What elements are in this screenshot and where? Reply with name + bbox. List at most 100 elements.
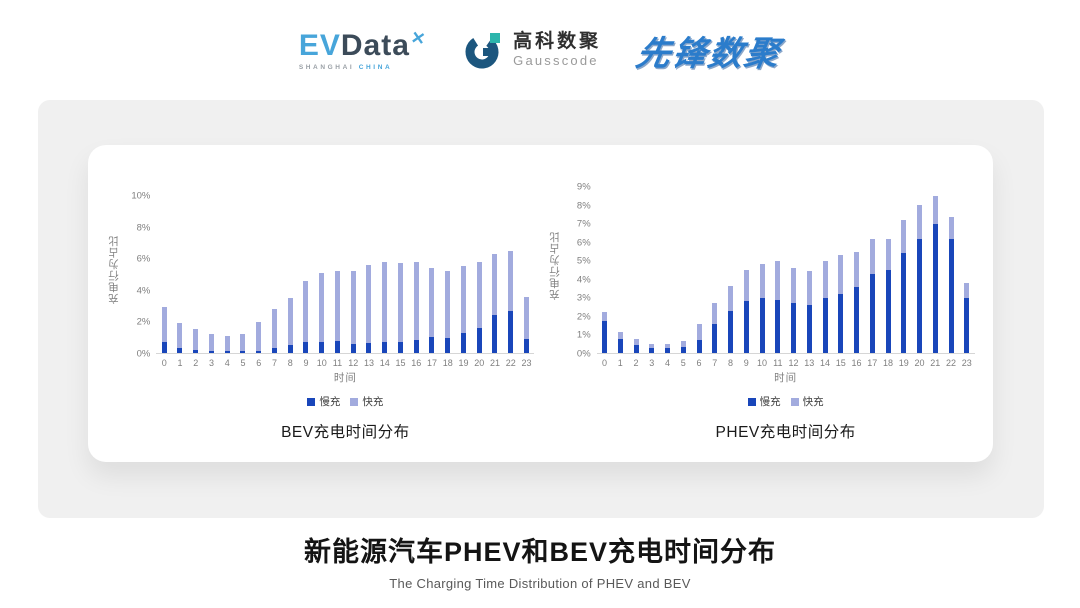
stacked-bar — [523, 196, 529, 353]
bar-segment-slow — [696, 340, 702, 353]
xianfeng-logo: 先锋数聚 — [633, 26, 784, 75]
x-tick-14: 14 — [379, 358, 390, 368]
stacked-bar — [885, 187, 891, 353]
y-axis-ticks: 0% 2% 4% 6% 8% 10% — [122, 191, 156, 360]
bar-segment-fast — [350, 271, 356, 344]
y-axis-label: 充电行为占比 — [548, 230, 561, 300]
legend-item-fast-charge: 快充 — [350, 394, 383, 409]
x-tick-17: 17 — [426, 358, 437, 368]
charts-card: 充电行为占比 0% 2% 4% 6% 8% 10% 0 1 2 3 4 5 6 7 8 9 10 11 12 13 1… — [88, 145, 993, 462]
stacked-bar — [350, 196, 356, 353]
gausscode-g-icon — [465, 33, 501, 69]
x-tick-16: 16 — [851, 358, 862, 368]
phev-chart-body: 充电行为占比 0% 1% 2% 3% 4% 5% 6% 7% 8% 9% 0 1 2 3 4 5 6 7 8 9 10… — [547, 182, 975, 369]
bar-segment-slow — [633, 344, 639, 353]
bar-hour-0 — [156, 196, 172, 353]
bar-segment-slow — [775, 299, 781, 353]
evdata-china-text: CHINA — [358, 63, 393, 71]
plot-area — [596, 187, 975, 354]
x-tick-5: 5 — [680, 358, 686, 368]
stacked-bar — [680, 187, 686, 353]
bar-segment-fast — [712, 303, 718, 324]
bar-segment-fast — [271, 309, 277, 348]
stacked-bar — [712, 187, 718, 353]
bar-segment-slow — [759, 297, 765, 353]
y-tick-3: 3% — [576, 292, 591, 304]
bar-segment-fast — [240, 334, 246, 352]
bar-segment-fast — [287, 298, 293, 346]
bar-hour-5 — [675, 187, 691, 353]
bar-segment-fast — [838, 255, 844, 294]
stacked-bar — [256, 196, 262, 353]
outer-panel: 充电行为占比 0% 2% 4% 6% 8% 10% 0 1 2 3 4 5 6 7 8 9 10 11 12 13 1… — [38, 100, 1044, 518]
y-tick-6: 6% — [136, 253, 151, 265]
stacked-bar — [287, 196, 293, 353]
bar-segment-slow — [319, 342, 325, 353]
x-tick-17: 17 — [867, 358, 878, 368]
stacked-bar — [445, 196, 451, 353]
bar-segment-fast — [208, 334, 214, 352]
stacked-bar — [460, 196, 466, 353]
bar-hour-15 — [393, 196, 409, 353]
y-tick-5: 5% — [576, 255, 591, 267]
bar-hour-1 — [172, 196, 188, 353]
stacked-bar — [303, 196, 309, 353]
bar-segment-slow — [791, 303, 797, 353]
stacked-bar — [948, 187, 954, 353]
stacked-bar — [208, 196, 214, 353]
bar-segment-slow — [271, 347, 277, 353]
bar-segment-fast — [445, 270, 451, 339]
bar-segment-slow — [917, 238, 923, 353]
x-tick-11: 11 — [332, 358, 343, 368]
stacked-bar — [161, 196, 167, 353]
bar-segment-fast — [649, 343, 655, 349]
bar-segment-slow — [492, 315, 498, 353]
bar-segment-slow — [161, 342, 167, 353]
stacked-bar — [728, 187, 734, 353]
y-tick-2: 2% — [576, 311, 591, 323]
x-axis-ticks: 0 1 2 3 4 5 6 7 8 9 10 11 12 13 14 15 16 17 18 19 20 21 22 23 — [597, 354, 975, 369]
footer: 新能源汽车PHEV和BEV充电时间分布 The Charging Time Di… — [0, 530, 1080, 591]
bar-segment-fast — [680, 341, 686, 348]
stacked-bar — [791, 187, 797, 353]
bar-segment-slow — [602, 320, 608, 353]
x-tick-4: 4 — [665, 358, 671, 368]
legend-swatch-icon — [307, 397, 316, 406]
x-tick-2: 2 — [633, 358, 639, 368]
stacked-bar — [177, 196, 183, 353]
stacked-bar — [964, 187, 970, 353]
evdata-logo: EVData✕ SHANGHAI CHINA — [299, 27, 428, 71]
bar-segment-fast — [917, 205, 923, 239]
bar-hour-22 — [943, 187, 959, 353]
bar-segment-fast — [885, 238, 891, 270]
x-tick-18: 18 — [442, 358, 453, 368]
bar-hour-8 — [723, 187, 739, 353]
y-tick-2: 2% — [136, 316, 151, 328]
x-axis-label: 时间 — [333, 372, 357, 384]
bar-hour-19 — [896, 187, 912, 353]
chart-caption: PHEV充电时间分布 — [715, 424, 856, 441]
bar-segment-fast — [161, 307, 167, 343]
stacked-bar — [334, 196, 340, 353]
bar-segment-slow — [712, 323, 718, 353]
bar-segment-slow — [193, 349, 199, 353]
bar-segment-slow — [460, 332, 466, 353]
stacked-bar — [759, 187, 765, 353]
bar-segment-slow — [649, 348, 655, 353]
bar-segment-slow — [366, 342, 372, 353]
bar-segment-fast — [633, 339, 639, 345]
x-tick-16: 16 — [411, 358, 422, 368]
y-tick-4: 4% — [136, 285, 151, 297]
bar-hour-18 — [440, 196, 456, 353]
x-tick-15: 15 — [395, 358, 406, 368]
y-tick-8: 8% — [576, 200, 591, 212]
subtitle: The Charging Time Distribution of PHEV a… — [389, 576, 691, 591]
bar-segment-fast — [476, 261, 482, 328]
bar-segment-fast — [617, 331, 623, 340]
y-tick-1: 1% — [576, 329, 591, 341]
x-tick-8: 8 — [287, 358, 293, 368]
x-tick-0: 0 — [161, 358, 167, 368]
bar-segment-slow — [964, 297, 970, 353]
x-tick-11: 11 — [773, 358, 783, 368]
bar-segment-slow — [665, 348, 671, 353]
